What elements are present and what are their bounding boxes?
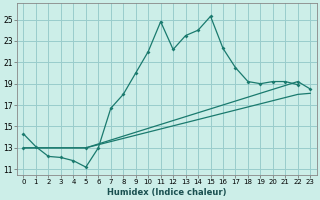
X-axis label: Humidex (Indice chaleur): Humidex (Indice chaleur) bbox=[107, 188, 227, 197]
